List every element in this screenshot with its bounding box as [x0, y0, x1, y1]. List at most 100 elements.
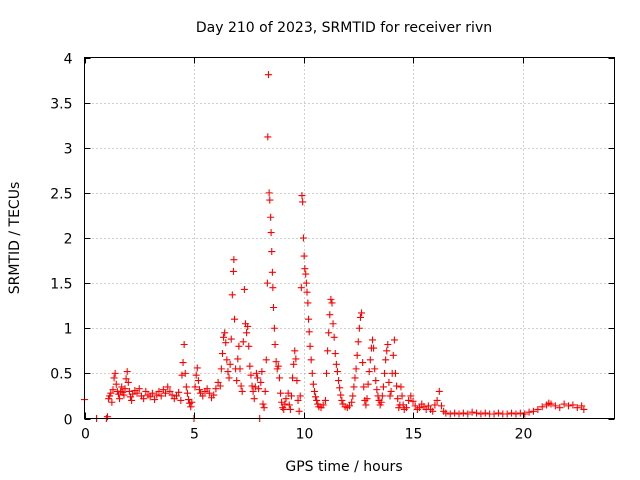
data-point	[120, 391, 128, 399]
data-point	[164, 383, 172, 391]
data-point	[155, 387, 163, 395]
data-point	[565, 402, 573, 410]
data-point	[377, 398, 385, 406]
x-axis-label: GPS time / hours	[285, 459, 402, 475]
data-point	[411, 402, 419, 410]
data-point	[393, 382, 401, 390]
data-point	[381, 369, 389, 377]
data-point	[103, 413, 111, 421]
data-point	[270, 324, 278, 332]
data-point	[259, 400, 267, 408]
data-point	[180, 340, 188, 348]
data-point	[227, 335, 235, 343]
data-point	[378, 392, 386, 400]
data-point	[295, 407, 303, 415]
data-point	[379, 383, 387, 391]
data-point	[556, 404, 564, 412]
data-point	[547, 400, 555, 408]
data-point	[214, 378, 222, 386]
data-point	[429, 407, 437, 415]
data-point	[373, 386, 381, 394]
data-point	[128, 396, 136, 404]
data-point	[255, 385, 263, 393]
data-point	[107, 389, 115, 397]
data-point	[409, 397, 417, 405]
data-point	[267, 229, 275, 237]
data-point	[212, 385, 220, 393]
data-point	[267, 213, 275, 221]
data-point	[124, 378, 132, 386]
data-point	[220, 333, 228, 341]
data-point	[384, 340, 392, 348]
data-point	[194, 377, 202, 385]
data-point	[529, 407, 537, 415]
data-point	[278, 398, 286, 406]
data-point	[263, 279, 271, 287]
data-point	[433, 396, 441, 404]
y-tick-label: 2	[64, 232, 73, 248]
data-point	[264, 71, 272, 79]
data-point	[578, 402, 586, 410]
data-point	[394, 395, 402, 403]
data-point	[305, 315, 313, 323]
data-point	[385, 378, 393, 386]
data-point	[560, 400, 568, 408]
data-point	[210, 391, 218, 399]
data-point	[146, 393, 154, 401]
data-point	[195, 386, 203, 394]
y-tick-label: 3	[64, 142, 73, 158]
data-point	[177, 396, 185, 404]
data-point	[534, 405, 542, 413]
data-point	[121, 385, 129, 393]
data-point	[228, 291, 236, 299]
data-point	[297, 284, 305, 292]
data-point	[178, 371, 186, 379]
data-point	[383, 347, 391, 355]
data-point	[468, 408, 476, 416]
data-point	[181, 369, 189, 377]
data-point	[262, 356, 270, 364]
data-point	[321, 396, 329, 404]
data-point	[237, 382, 245, 390]
data-point	[477, 410, 485, 418]
data-point	[122, 375, 130, 383]
x-tick-label: 20	[515, 427, 533, 443]
data-point	[269, 284, 277, 292]
data-point	[249, 387, 257, 395]
data-point	[188, 398, 196, 406]
data-point	[270, 303, 278, 311]
data-point	[459, 409, 467, 417]
data-point	[266, 196, 274, 204]
data-point	[193, 364, 201, 372]
data-point	[261, 387, 269, 395]
data-point	[352, 365, 360, 373]
chart-title: Day 210 of 2023, SRMTID for receiver riv…	[196, 20, 492, 36]
data-point	[231, 315, 239, 323]
data-point	[239, 338, 247, 346]
data-point	[291, 347, 299, 355]
data-point	[371, 365, 379, 373]
data-point	[364, 380, 372, 388]
data-point	[233, 377, 241, 385]
data-point	[328, 299, 336, 307]
data-point	[298, 192, 306, 200]
data-point	[268, 248, 276, 256]
data-point	[271, 340, 279, 348]
data-point	[222, 339, 230, 347]
data-point	[229, 267, 237, 275]
data-point	[162, 389, 170, 397]
data-point	[442, 409, 450, 417]
data-point	[290, 360, 298, 368]
data-point	[157, 392, 165, 400]
data-point	[234, 355, 242, 363]
data-point	[240, 285, 248, 293]
data-point	[455, 410, 463, 418]
grid-lines	[84, 57, 615, 419]
data-point	[336, 384, 344, 392]
data-point	[308, 369, 316, 377]
data-point	[538, 403, 546, 411]
data-point	[123, 368, 131, 376]
data-point	[349, 392, 357, 400]
data-point	[300, 252, 308, 260]
